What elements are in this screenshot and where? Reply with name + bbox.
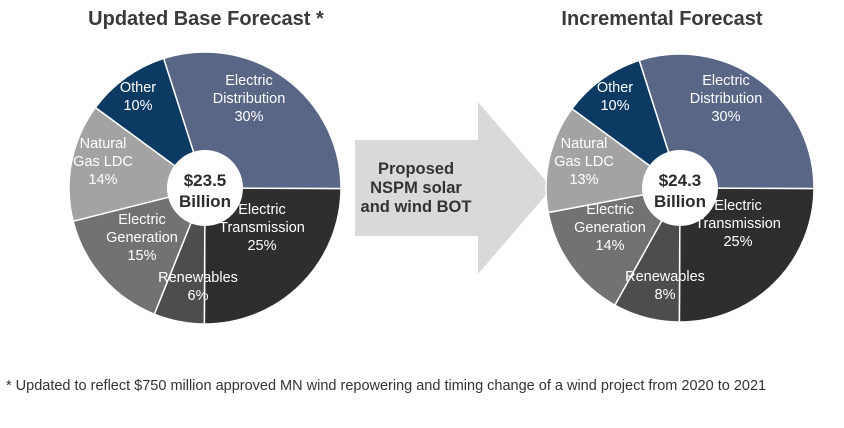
pie-slice xyxy=(570,59,682,190)
slice-label: Electric Distribution 30% xyxy=(690,73,763,125)
transition-arrow: Proposed NSPM solar and wind BOT xyxy=(355,102,552,274)
slice-label: Renewables 6% xyxy=(158,270,238,304)
slice-label: Electric Distribution 30% xyxy=(213,73,286,125)
pie-center-hole xyxy=(642,150,718,226)
slice-label: Electric Generation 14% xyxy=(574,202,646,254)
pie-chart-base: $23.5 Billion Electric Distribution 30% Elect… xyxy=(68,51,342,325)
slice-label: Electric Generation 15% xyxy=(106,212,178,264)
slice-label: Other 10% xyxy=(120,80,156,114)
footnote: * Updated to reflect $750 million approv… xyxy=(6,378,767,394)
chart-title-incremental: Incremental Forecast xyxy=(561,8,763,30)
slice-label: Natural Gas LDC 14% xyxy=(73,136,133,188)
pie-slice xyxy=(72,186,207,316)
slice-label: Electric Transmission 25% xyxy=(695,198,781,250)
pie-slice xyxy=(678,187,815,323)
slice-label: Natural Gas LDC 13% xyxy=(554,136,614,188)
pie-chart-incremental: $24.3 Billion Electric Distribution 30% Elect… xyxy=(545,53,815,323)
slice-label: Electric Transmission 25% xyxy=(219,202,305,254)
slice-label: Other 10% xyxy=(597,80,633,114)
pie-slice xyxy=(94,57,207,190)
pie-center-label: $24.3 Billion xyxy=(654,171,706,211)
pie-center-label: $23.5 Billion xyxy=(179,171,231,211)
slice-label: Renewables 8% xyxy=(625,269,705,303)
chart-title-base: Updated Base Forecast * xyxy=(88,8,324,30)
pie-slice xyxy=(547,186,682,307)
arrow-label: Proposed NSPM solar and wind BOT xyxy=(361,160,472,216)
arrow-shape xyxy=(355,102,552,274)
pie-center-hole xyxy=(167,150,243,226)
pie-slice xyxy=(203,187,342,325)
